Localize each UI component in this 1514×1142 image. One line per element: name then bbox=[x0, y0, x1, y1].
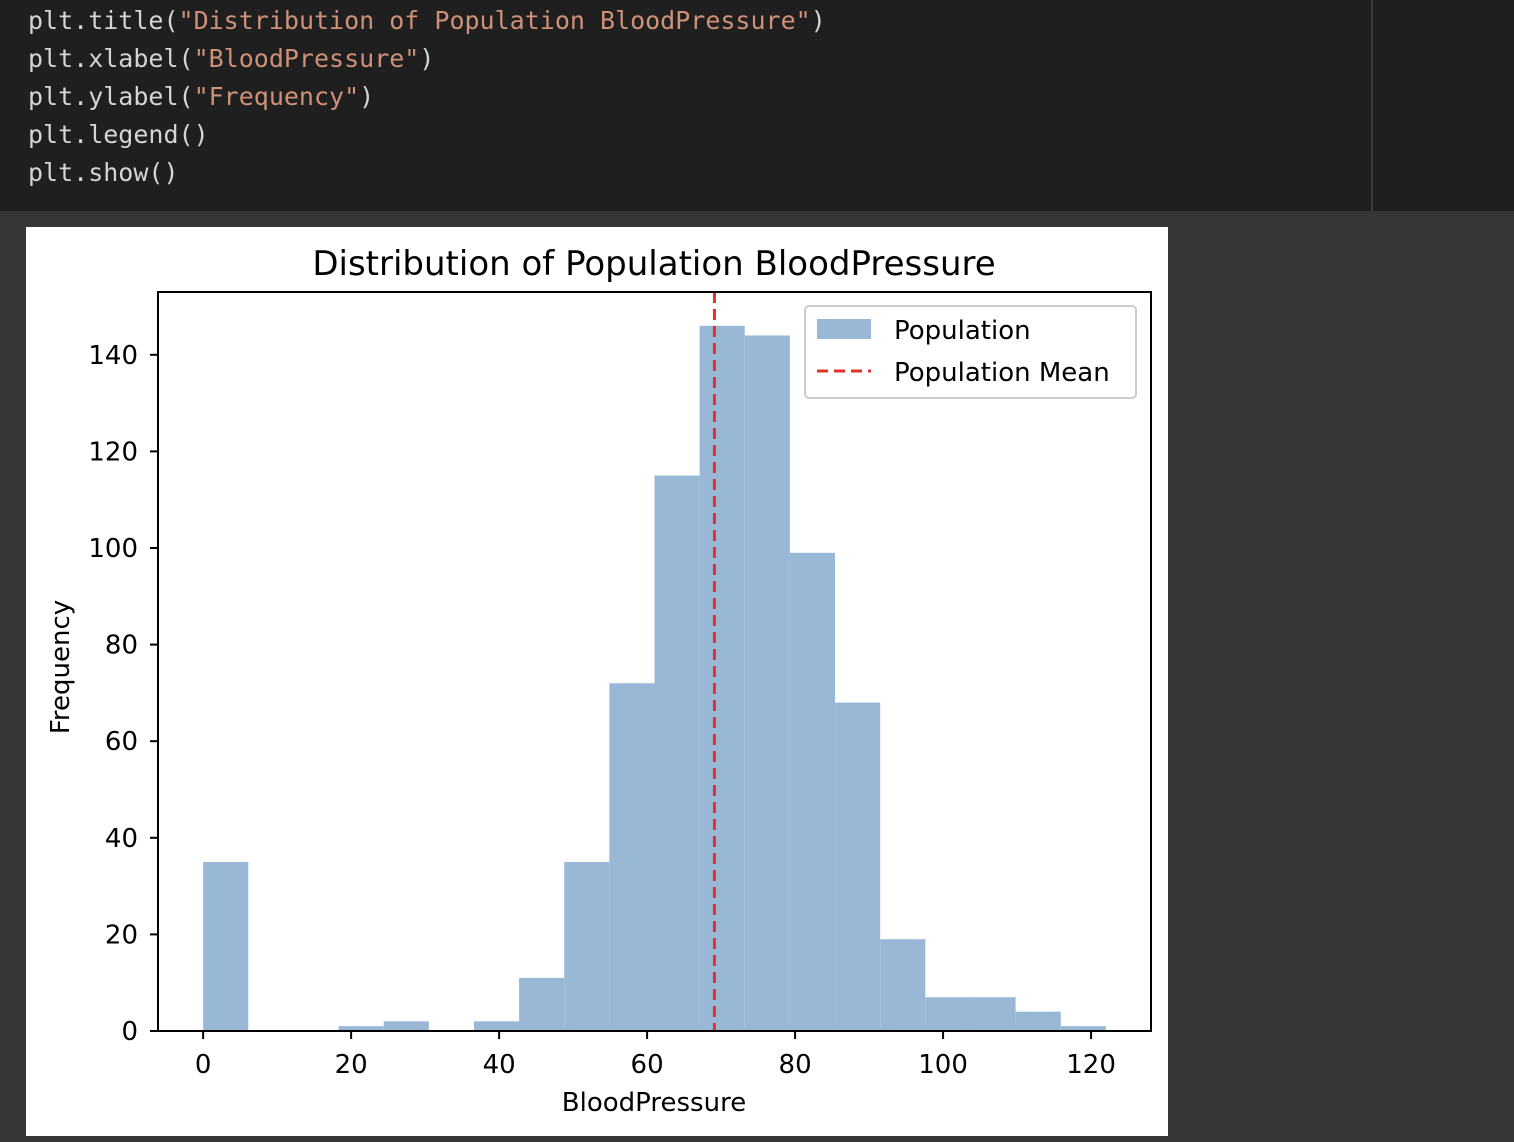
code-string-arg: "Frequency" bbox=[193, 82, 360, 111]
histogram-bar bbox=[609, 683, 655, 1031]
y-tick-label: 140 bbox=[88, 341, 138, 371]
output-cell: Distribution of Population BloodPressure… bbox=[26, 227, 1168, 1136]
histogram-chart: Distribution of Population BloodPressure… bbox=[46, 244, 1152, 1118]
code-line: plt.legend() bbox=[28, 120, 209, 149]
code-line: plt.ylabel("Frequency") bbox=[28, 82, 375, 111]
code-line: plt.show() bbox=[28, 158, 179, 187]
code-function: plt.legend bbox=[28, 120, 179, 149]
code-string-arg: "Distribution of Population BloodPressur… bbox=[178, 6, 811, 35]
y-ticks-group: 0 20 40 60 80 100 120 140 bbox=[88, 341, 158, 1047]
y-tick-label: 100 bbox=[88, 534, 138, 564]
code-function: plt.ylabel bbox=[28, 82, 179, 111]
legend-mean-label: Population Mean bbox=[894, 358, 1110, 388]
y-tick-label: 0 bbox=[121, 1017, 138, 1047]
x-tick-label: 80 bbox=[779, 1050, 812, 1080]
legend-population-swatch bbox=[817, 319, 871, 339]
histogram-bar bbox=[1060, 1026, 1106, 1031]
code-lines: plt.title("Distribution of Population Bl… bbox=[28, 2, 826, 192]
y-tick-label: 20 bbox=[105, 920, 138, 950]
code-cell[interactable]: plt.title("Distribution of Population Bl… bbox=[0, 0, 1514, 211]
histogram-bar bbox=[699, 325, 745, 1032]
histogram-bar bbox=[519, 977, 565, 1031]
code-editor[interactable]: plt.title("Distribution of Population Bl… bbox=[0, 0, 1373, 211]
y-tick-label: 60 bbox=[105, 727, 138, 757]
legend-population-label: Population bbox=[894, 316, 1031, 346]
code-function: plt.show bbox=[28, 158, 149, 187]
code-line: plt.title("Distribution of Population Bl… bbox=[28, 6, 826, 35]
x-tick-label: 120 bbox=[1066, 1050, 1116, 1080]
histogram-bar bbox=[203, 861, 249, 1031]
x-tick-label: 60 bbox=[631, 1050, 664, 1080]
code-function: plt.xlabel bbox=[28, 44, 179, 73]
legend: Population Population Mean bbox=[804, 305, 1137, 399]
x-tick-label: 40 bbox=[483, 1050, 516, 1080]
histogram-bar bbox=[473, 1021, 520, 1031]
histogram-bar bbox=[1015, 1011, 1061, 1031]
code-line: plt.xlabel("BloodPressure") bbox=[28, 44, 435, 73]
histogram-bar bbox=[744, 335, 790, 1031]
y-tick-label: 40 bbox=[105, 824, 138, 854]
plot-frame bbox=[157, 291, 1152, 1032]
x-ticks-group: 0 20 40 60 80 100 120 bbox=[195, 1031, 1116, 1080]
code-function: plt.title bbox=[28, 6, 164, 35]
code-string-arg: "BloodPressure" bbox=[193, 44, 420, 73]
legend-box bbox=[804, 305, 1137, 399]
histogram-bar bbox=[789, 552, 836, 1031]
histogram-bar bbox=[970, 997, 1016, 1031]
histogram-bar bbox=[564, 861, 610, 1031]
x-tick-label: 20 bbox=[335, 1050, 368, 1080]
x-tick-label: 0 bbox=[195, 1050, 212, 1080]
bars-group bbox=[203, 325, 1106, 1032]
histogram-bar bbox=[338, 1026, 384, 1031]
y-axis-label: Frequency bbox=[46, 600, 76, 734]
chart-title: Distribution of Population BloodPressure bbox=[312, 244, 995, 284]
x-axis-label: BloodPressure bbox=[562, 1088, 746, 1118]
histogram-bar bbox=[835, 702, 881, 1031]
histogram-bar bbox=[880, 939, 926, 1031]
y-tick-label: 120 bbox=[88, 437, 138, 467]
histogram-bar bbox=[654, 475, 700, 1031]
y-tick-label: 80 bbox=[105, 631, 138, 661]
histogram-bar bbox=[383, 1021, 429, 1031]
x-tick-label: 100 bbox=[918, 1050, 968, 1080]
histogram-bar bbox=[925, 997, 971, 1031]
